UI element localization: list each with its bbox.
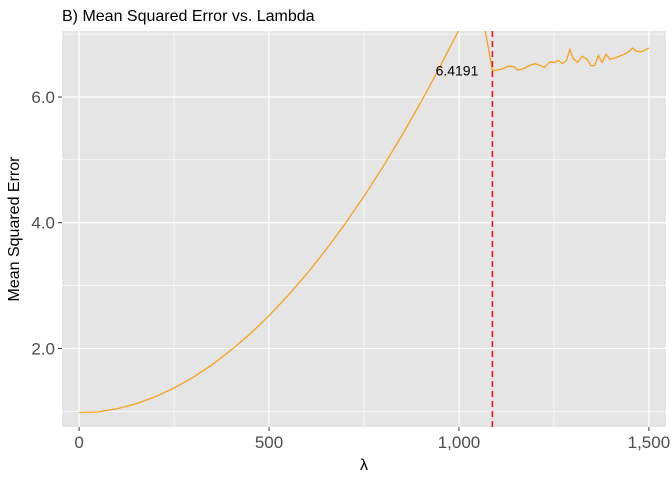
x-tick-label: 0 [74,433,83,452]
grid-major [62,31,666,427]
x-axis-ticks: 0 500 1,000 1,500 [74,427,670,452]
chart-title: B) Mean Squared Error vs. Lambda [62,8,315,25]
x-tick-label: 1,000 [438,433,481,452]
y-tick-label: 6.0 [31,88,55,107]
optimal-mse-annotation: 6.4191 [436,63,479,79]
y-tick-label: 2.0 [31,339,55,358]
x-tick-label: 500 [255,433,283,452]
mse-series-line [79,31,650,414]
y-tick-label: 4.0 [31,214,55,233]
y-axis-title: Mean Squared Error [6,156,23,302]
y-axis-ticks: 2.0 4.0 6.0 [31,88,62,358]
x-tick-label: 1,500 [628,433,671,452]
x-axis-title: λ [360,457,368,474]
